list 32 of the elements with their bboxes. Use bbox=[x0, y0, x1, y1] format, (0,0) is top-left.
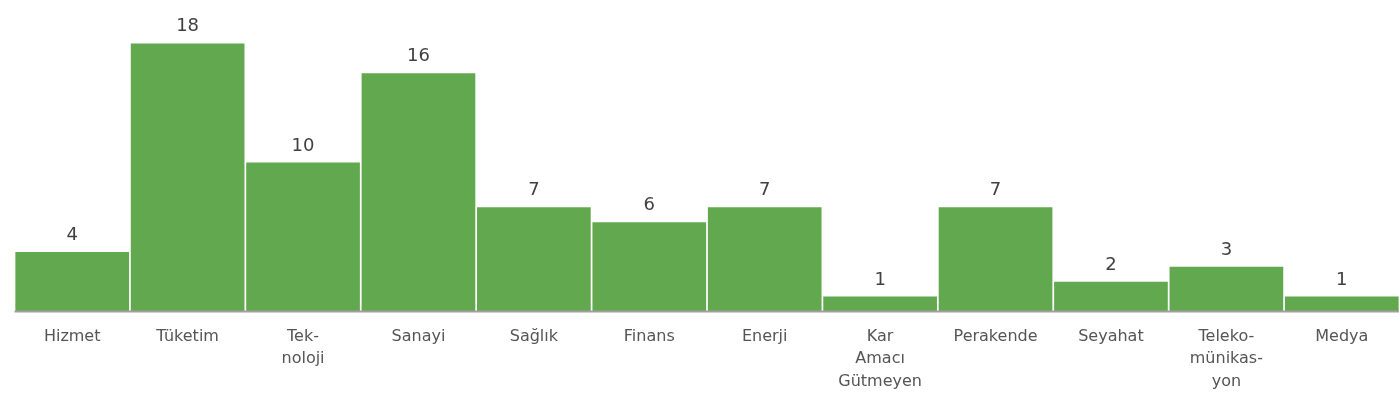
bar bbox=[1284, 296, 1399, 312]
data-label: 18 bbox=[176, 14, 200, 36]
data-label: 7 bbox=[758, 178, 771, 200]
x-tick-label: Kar Amacı Gütmeyen bbox=[838, 325, 922, 391]
x-tick-label: Tüketim bbox=[155, 325, 219, 345]
x-tick-label: Perakende bbox=[953, 325, 1038, 345]
data-label: 7 bbox=[989, 178, 1002, 200]
bar bbox=[938, 207, 1053, 312]
data-label: 4 bbox=[66, 222, 78, 244]
x-tick-label: Seyahat bbox=[1078, 325, 1144, 345]
bar bbox=[246, 162, 360, 312]
data-label: 3 bbox=[1220, 237, 1233, 259]
bar bbox=[1054, 281, 1168, 312]
data-label: 6 bbox=[643, 193, 656, 215]
data-label: 1 bbox=[874, 267, 886, 289]
data-label: 16 bbox=[407, 44, 430, 66]
x-tick-label: Enerji bbox=[741, 325, 788, 345]
x-tick-label: Teleko- münikas- yon bbox=[1189, 325, 1263, 391]
x-tick-label: Sağlık bbox=[509, 325, 559, 345]
bar bbox=[361, 73, 476, 312]
data-label: 1 bbox=[1336, 267, 1348, 289]
data-label: 10 bbox=[291, 133, 315, 155]
x-tick-label: Sanayi bbox=[391, 325, 446, 345]
x-tick-label: Finans bbox=[623, 325, 675, 345]
bar bbox=[15, 251, 130, 312]
bar bbox=[130, 43, 245, 312]
x-tick-label: Medya bbox=[1315, 325, 1369, 345]
x-tick-label: Tek- noloji bbox=[281, 325, 325, 368]
bar bbox=[1169, 266, 1284, 312]
data-label: 2 bbox=[1105, 252, 1117, 274]
data-label: 7 bbox=[528, 178, 540, 200]
x-tick-label: Hizmet bbox=[43, 325, 101, 345]
